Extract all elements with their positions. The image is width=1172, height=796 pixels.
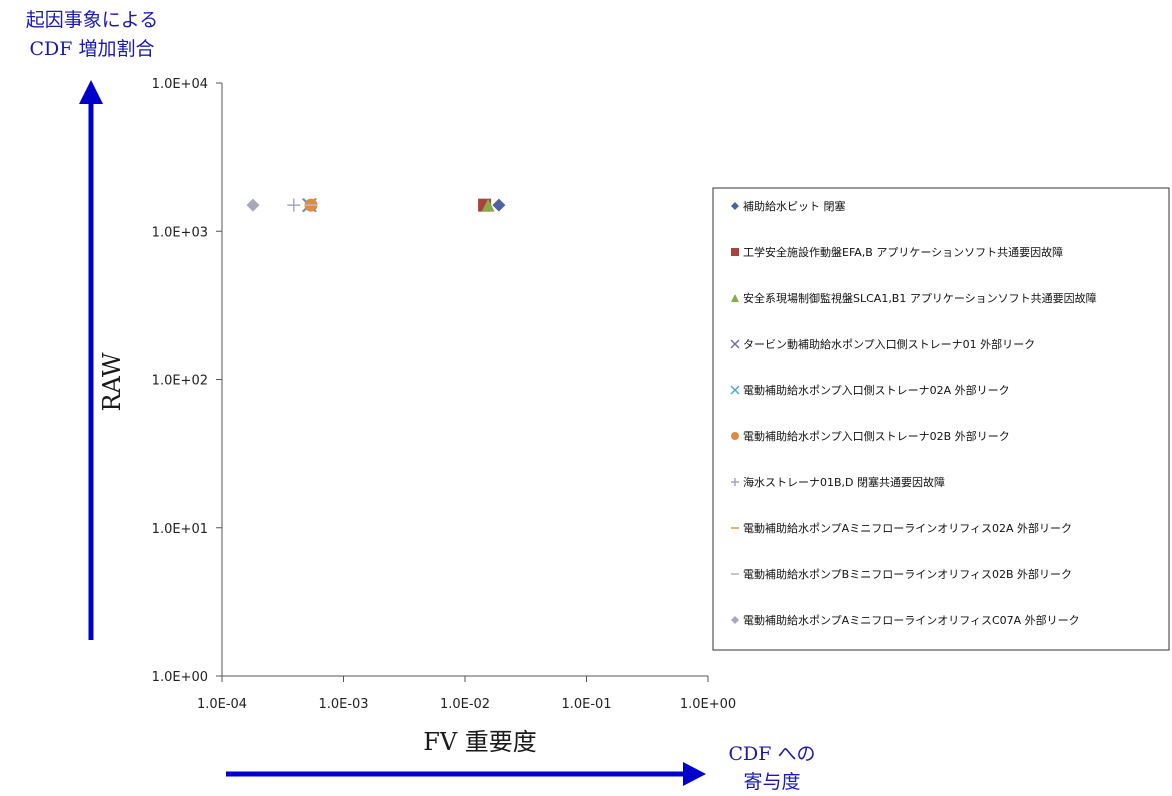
x-tick-label: 1.0E-04 [197, 697, 247, 712]
legend-box [712, 187, 1170, 651]
legend-entry: タービン動補助給水ポンプ入口側ストレーナ01 外部リーク [730, 337, 1035, 351]
legend-label: 電動補助給水ポンプAミニフローラインオリフィス02A 外部リーク [743, 521, 1072, 535]
x-tick-label: 1.0E-02 [440, 697, 490, 712]
x-arrow-label-line2: 寄与度 [743, 771, 800, 793]
y-arrow-label-line1: 起因事象による [26, 9, 158, 31]
legend-label: 電動補助給水ポンプAミニフローラインオリフィスC07A 外部リーク [743, 613, 1080, 627]
legend-label: 電動補助給水ポンプBミニフローラインオリフィス02B 外部リーク [743, 567, 1072, 581]
legend-label: 海水ストレーナ01B,D 閉塞共通要因故障 [743, 475, 945, 489]
y-tick-label: 1.0E+02 [152, 374, 208, 389]
legend-entry: 電動補助給水ポンプBミニフローラインオリフィス02B 外部リーク [731, 567, 1072, 581]
data-point-series-10 [246, 198, 260, 212]
y-axis-title: RAW [98, 352, 126, 411]
data-point-series-7 [287, 198, 301, 212]
y-tick-label: 1.0E+01 [152, 522, 208, 537]
legend-entry: 海水ストレーナ01B,D 閉塞共通要因故障 [731, 475, 945, 489]
legend-label: 補助給水ピット 閉塞 [743, 199, 846, 213]
legend-entry: 電動補助給水ポンプ入口側ストレーナ02B 外部リーク [731, 429, 1010, 443]
y-tick-label: 1.0E+04 [152, 77, 208, 92]
legend-marker-icon [731, 294, 739, 302]
x-tick-label: 1.0E+00 [680, 697, 736, 712]
x-direction-arrow [226, 762, 706, 786]
legend-label: タービン動補助給水ポンプ入口側ストレーナ01 外部リーク [743, 337, 1035, 351]
legend-marker-icon [730, 339, 740, 349]
legend-entry: 電動補助給水ポンプ入口側ストレーナ02A 外部リーク [730, 383, 1010, 397]
y-direction-arrow [79, 80, 103, 640]
legend-entry: 工学安全施設作動盤EFA,B アプリケーションソフト共通要因故障 [731, 245, 1063, 259]
y-tick-label: 1.0E+03 [152, 225, 208, 240]
legend-marker-icon [731, 432, 739, 440]
legend-entry: 電動補助給水ポンプAミニフローラインオリフィス02A 外部リーク [731, 521, 1072, 535]
legend-label: 電動補助給水ポンプ入口側ストレーナ02A 外部リーク [743, 383, 1010, 397]
data-point-series-3 [481, 198, 495, 212]
legend-entry: 安全系現場制御監視盤SLCA1,B1 アプリケーションソフト共通要因故障 [731, 291, 1097, 305]
x-tick-label: 1.0E-03 [318, 697, 368, 712]
legend-entry: 電動補助給水ポンプAミニフローラインオリフィスC07A 外部リーク [731, 613, 1080, 627]
data-points [246, 198, 506, 213]
x-tick-label: 1.0E-01 [561, 697, 611, 712]
legend-label: 工学安全施設作動盤EFA,B アプリケーションソフト共通要因故障 [743, 245, 1063, 259]
data-point-series-1 [492, 198, 506, 212]
y-arrow-label-line2: CDF 増加割合 [30, 38, 155, 60]
y-tick-label: 1.0E+00 [152, 670, 208, 685]
legend-label: 安全系現場制御監視盤SLCA1,B1 アプリケーションソフト共通要因故障 [743, 291, 1097, 305]
legend-marker-icon [731, 616, 739, 624]
legend-label: 電動補助給水ポンプ入口側ストレーナ02B 外部リーク [743, 429, 1010, 443]
x-arrow-label-line1: CDF への [729, 743, 816, 765]
legend-marker-icon [731, 248, 739, 256]
axes: 1.0E+00 1.0E+01 1.0E+02 1.0E+03 1.0E+04 1.0E-… [152, 77, 736, 712]
legend-marker-icon [731, 202, 739, 210]
x-axis-title: FV 重要度 [423, 728, 537, 756]
legend-marker-icon [730, 385, 740, 395]
legend-entry: 補助給水ピット 閉塞 [731, 199, 846, 213]
legend-marker-icon [731, 478, 739, 486]
